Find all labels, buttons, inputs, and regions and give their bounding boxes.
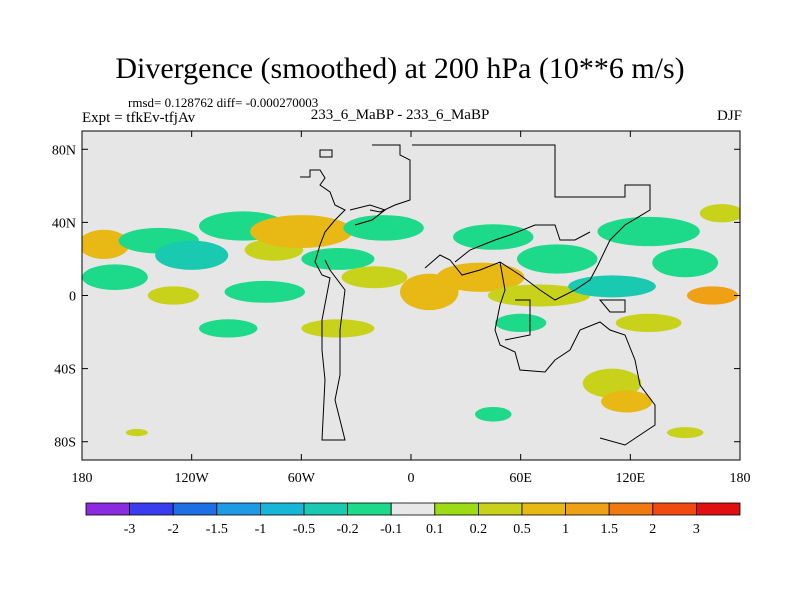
colorbar-swatch	[216, 502, 261, 516]
contour-region-19	[597, 216, 700, 247]
coastline-3	[412, 144, 651, 301]
x-tick-label: 180	[730, 471, 751, 486]
colorbar-swatch	[565, 502, 610, 516]
contour-region-25	[615, 313, 682, 333]
coastline-2	[319, 149, 333, 158]
colorbar-swatch	[172, 502, 218, 516]
y-tick-label: 40S	[54, 363, 76, 378]
coastline-8	[349, 204, 387, 226]
colorbar-label: -3	[124, 522, 136, 537]
x-tick-label: 60W	[288, 471, 316, 486]
contour-region-8	[198, 319, 258, 338]
colorbar-swatch	[434, 502, 479, 516]
coastline-4	[494, 261, 656, 446]
coastline-6	[454, 224, 591, 263]
y-tick-label: 0	[69, 290, 76, 305]
y-tick-label: 80S	[54, 436, 76, 451]
colorbar-label: -0.1	[380, 522, 402, 537]
colorbar-label: 1.5	[600, 522, 618, 537]
contour-region-24	[495, 313, 547, 333]
x-tick-label: 120W	[175, 471, 210, 486]
contour-region-29	[125, 428, 148, 437]
contour-region-3	[155, 240, 229, 270]
colorbar-swatch	[259, 502, 305, 516]
contour-region-12	[341, 266, 408, 289]
chart-title: Divergence (smoothed) at 200 hPa (10**6 …	[115, 52, 685, 85]
contour-region-1	[82, 264, 148, 291]
contour-region-17	[487, 284, 591, 307]
x-tick-label: 0	[408, 471, 415, 486]
season-label: DJF	[716, 108, 742, 124]
contour-region-7	[224, 280, 305, 303]
contour-region-16	[517, 244, 598, 274]
contour-region-10	[301, 247, 375, 270]
contour-region-23	[301, 319, 375, 338]
colorbar-swatch	[652, 502, 697, 516]
colorbar-swatch	[347, 502, 392, 516]
plot-subtitle: 233_6_MaBP - 233_6_MaBP	[310, 107, 490, 123]
colorbar-label: 2	[649, 522, 656, 537]
contour-region-6	[147, 286, 199, 305]
contour-region-30	[666, 427, 704, 439]
colorbar-swatch	[129, 502, 174, 516]
contour-region-0	[82, 229, 130, 259]
contour-region-26	[582, 368, 642, 398]
colorbar-label: -2	[167, 522, 179, 537]
colorbar-swatch	[85, 502, 130, 516]
colorbar-swatch	[477, 502, 523, 516]
contour-region-28	[474, 406, 512, 422]
contour-region-11	[343, 215, 424, 241]
contour-region-15	[453, 224, 534, 250]
contour-region-27	[601, 390, 653, 413]
coastline-5	[598, 299, 626, 313]
coastline-1	[369, 144, 411, 213]
colorbar-label: 0.2	[470, 522, 488, 537]
contour-region-9	[250, 215, 353, 248]
x-tick-label: 60E	[509, 471, 532, 486]
coastline-0	[300, 169, 346, 441]
y-tick-label: 80N	[52, 143, 76, 158]
colorbar-label: 3	[693, 522, 700, 537]
colorbar-label: -0.2	[337, 522, 359, 537]
x-tick-label: 180	[72, 471, 93, 486]
colorbar-label: -1.5	[206, 522, 228, 537]
contour-region-22	[699, 204, 740, 223]
contour-region-20	[652, 247, 719, 278]
colorbar-label: -0.5	[293, 522, 315, 537]
contour-region-18	[568, 275, 656, 298]
experiment-label: Expt = tfkEv-tfjAv	[82, 110, 196, 126]
colorbar-label: 0.5	[513, 522, 531, 537]
coastline-7	[504, 299, 531, 341]
stats-text: rmsd= 0.128762 diff= -0.000270003	[128, 95, 319, 110]
colorbar-label: -1	[255, 522, 267, 537]
colorbar-label: 1	[562, 522, 569, 537]
contour-region-21	[686, 286, 739, 305]
colorbar-swatch	[696, 502, 741, 516]
colorbar-swatch	[390, 502, 436, 516]
colorbar-swatch	[608, 502, 654, 516]
colorbar-label: 0.1	[426, 522, 444, 537]
x-tick-label: 120E	[616, 471, 646, 486]
colorbar-swatch	[303, 502, 348, 516]
colorbar-swatch	[521, 502, 566, 516]
y-tick-label: 40N	[52, 216, 76, 231]
